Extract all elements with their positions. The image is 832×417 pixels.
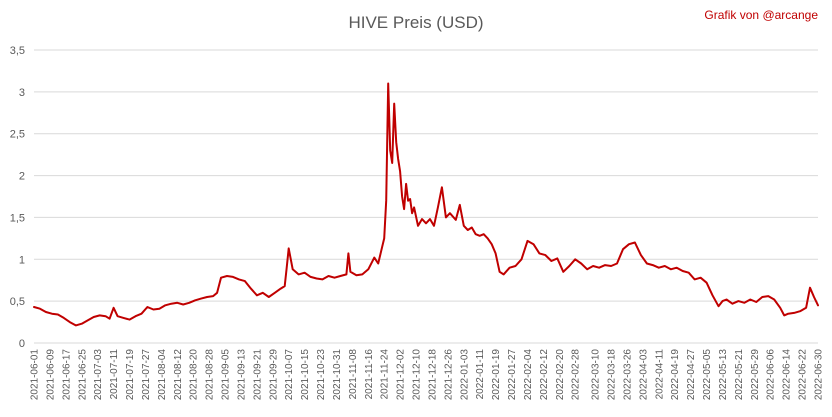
x-tick-label: 2021-07-03 xyxy=(93,349,104,401)
x-tick-label: 2022-06-22 xyxy=(798,349,809,401)
x-tick-label: 2021-07-11 xyxy=(109,349,120,400)
x-tick-label: 2021-10-07 xyxy=(284,349,295,401)
x-tick-label: 2021-11-08 xyxy=(348,349,359,400)
chart-title: HIVE Preis (USD) xyxy=(348,13,483,32)
x-tick-label: 2022-01-11 xyxy=(475,349,486,400)
x-tick-label: 2021-09-05 xyxy=(221,349,232,401)
x-tick-label: 2022-04-19 xyxy=(670,349,681,401)
x-tick-label: 2021-12-02 xyxy=(396,349,407,401)
x-tick-label: 2022-02-20 xyxy=(555,349,566,401)
x-tick-label: 2022-02-12 xyxy=(539,349,550,401)
x-tick-label: 2021-06-25 xyxy=(77,349,88,401)
x-tick-label: 2022-06-14 xyxy=(782,349,793,401)
x-tick-label: 2021-07-27 xyxy=(141,349,152,401)
x-tick-label: 2021-09-13 xyxy=(236,349,247,401)
gridlines xyxy=(34,49,818,344)
x-tick-label: 2022-01-03 xyxy=(459,349,470,401)
y-tick-label: 1,5 xyxy=(10,212,25,224)
y-tick-label: 0,5 xyxy=(10,296,25,308)
x-axis-tick-labels: 2021-06-01 2021-06-09 2021-06-17 2021-06-25… xyxy=(30,349,825,401)
x-tick-label: 2022-02-28 xyxy=(571,349,582,401)
price-series xyxy=(33,82,819,327)
x-tick-label: 2021-08-20 xyxy=(189,349,200,401)
x-tick-label: 2021-11-24 xyxy=(380,349,391,400)
x-tick-label: 2021-06-01 xyxy=(30,349,41,401)
x-tick-label: 2022-03-18 xyxy=(607,349,618,401)
x-tick-label: 2021-12-26 xyxy=(443,349,454,401)
x-tick-label: 2022-01-19 xyxy=(491,349,502,401)
x-tick-label: 2021-09-21 xyxy=(252,349,263,401)
x-tick-label: 2021-07-19 xyxy=(125,349,136,401)
x-tick-label: 2021-11-16 xyxy=(364,349,375,400)
x-tick-label: 2021-08-04 xyxy=(157,349,168,401)
x-tick-label: 2021-12-10 xyxy=(412,349,423,401)
x-tick-label: 2021-08-12 xyxy=(173,349,184,401)
x-tick-label: 2022-04-11 xyxy=(654,349,665,400)
x-tick-label: 2022-05-29 xyxy=(750,349,761,401)
y-tick-label: 1 xyxy=(19,254,25,266)
y-tick-label: 2 xyxy=(19,171,25,183)
y-tick-label: 2,5 xyxy=(10,129,25,141)
x-tick-label: 2022-06-06 xyxy=(766,349,777,401)
x-tick-label: 2022-05-13 xyxy=(718,349,729,401)
y-tick-label: 0 xyxy=(19,338,25,350)
x-tick-label: 2022-03-10 xyxy=(591,349,602,401)
price-line xyxy=(33,82,819,327)
y-axis-tick-labels: 0 0,5 1 1,5 2 2,5 3 3,5 xyxy=(10,45,25,350)
x-tick-label: 2021-12-18 xyxy=(427,349,438,401)
x-tick-label: 2021-06-09 xyxy=(45,349,56,401)
x-tick-label: 2022-06-30 xyxy=(814,349,825,401)
x-tick-label: 2022-04-03 xyxy=(638,349,649,401)
x-tick-label: 2021-10-31 xyxy=(332,349,343,401)
x-tick-label: 2022-04-27 xyxy=(686,349,697,401)
x-tick-label: 2022-03-26 xyxy=(622,349,633,401)
x-tick-label: 2022-05-21 xyxy=(734,349,745,401)
x-tick-label: 2022-01-27 xyxy=(507,349,518,401)
x-tick-label: 2022-02-04 xyxy=(523,349,534,401)
chart-credit-annotation: Grafik von @arcange xyxy=(704,8,818,22)
x-tick-label: 2021-10-15 xyxy=(300,349,311,401)
y-tick-label: 3,5 xyxy=(10,45,25,57)
x-tick-label: 2022-05-05 xyxy=(702,349,713,401)
x-tick-label: 2021-08-28 xyxy=(205,349,216,401)
x-tick-label: 2021-09-29 xyxy=(268,349,279,401)
x-tick-label: 2021-06-17 xyxy=(61,349,72,401)
y-tick-label: 3 xyxy=(19,87,25,99)
x-tick-label: 2021-10-23 xyxy=(316,349,327,401)
